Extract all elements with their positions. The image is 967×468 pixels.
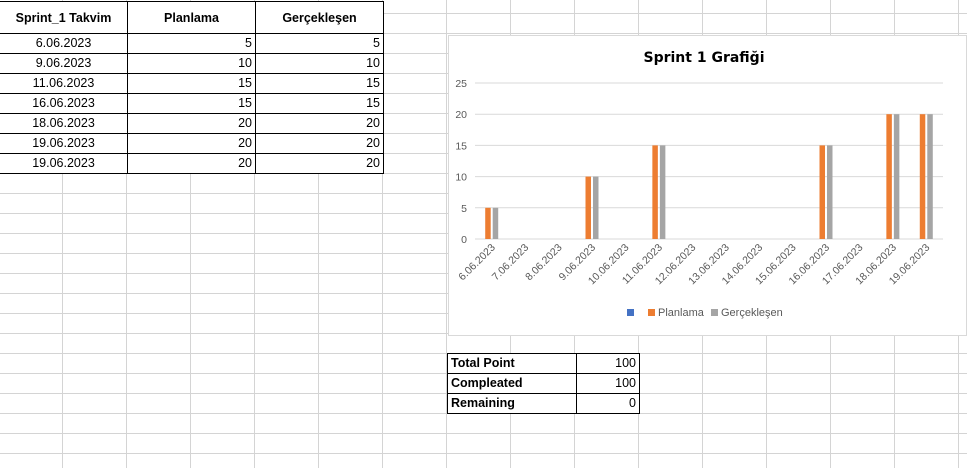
chart-title: Sprint 1 Grafiği	[644, 50, 765, 66]
bar-gerceklesen	[927, 114, 933, 239]
summary-value[interactable]: 100	[576, 353, 640, 374]
bar-planlama	[919, 114, 926, 239]
date-cell[interactable]: 9.06.2023	[0, 53, 128, 74]
date-cell[interactable]: 6.06.2023	[0, 33, 128, 54]
y-tick-label: 15	[455, 140, 467, 152]
bar-planlama	[585, 176, 591, 239]
planned-cell[interactable]: 20	[127, 113, 256, 134]
planned-cell[interactable]: 5	[127, 33, 256, 54]
summary-value[interactable]: 100	[576, 373, 640, 394]
summary-value[interactable]: 0	[576, 393, 640, 414]
sprint-chart[interactable]: Sprint 1 Grafiği 0 5 10 15 20 25 6.06.2023 7.06.…	[448, 35, 967, 336]
actual-cell[interactable]: 5	[255, 33, 384, 54]
bar-planlama	[652, 145, 658, 239]
planned-cell[interactable]: 15	[127, 93, 256, 114]
summary-label[interactable]: Compleated	[447, 373, 577, 394]
legend-swatch-planlama	[648, 309, 655, 316]
y-tick-label: 0	[461, 234, 467, 246]
legend-label-planlama: Planlama	[658, 307, 705, 319]
date-cell[interactable]: 19.06.2023	[0, 133, 128, 154]
planned-cell[interactable]: 15	[127, 73, 256, 94]
y-tick-label: 5	[461, 203, 467, 215]
date-cell[interactable]: 19.06.2023	[0, 153, 128, 174]
actual-cell[interactable]: 20	[255, 113, 384, 134]
legend-swatch-gerceklesen	[711, 309, 718, 316]
bar-gerceklesen	[827, 145, 833, 239]
bar-gerceklesen	[659, 145, 666, 239]
date-cell[interactable]: 18.06.2023	[0, 113, 128, 134]
actual-cell[interactable]: 10	[255, 53, 384, 74]
actual-cell[interactable]: 15	[255, 93, 384, 114]
actual-cell[interactable]: 20	[255, 133, 384, 154]
bar-gerceklesen	[593, 176, 599, 239]
summary-label[interactable]: Total Point	[447, 353, 577, 374]
header-cell[interactable]: Sprint_1 Takvim	[0, 1, 128, 34]
legend-swatch-empty	[627, 309, 634, 316]
date-cell[interactable]: 16.06.2023	[0, 93, 128, 114]
bar-planlama	[886, 114, 892, 239]
y-tick-label: 25	[455, 78, 467, 90]
planned-cell[interactable]: 20	[127, 133, 256, 154]
bar-gerceklesen	[492, 207, 499, 239]
bar-planlama	[819, 145, 825, 239]
bar-gerceklesen	[893, 114, 900, 239]
date-cell[interactable]: 11.06.2023	[0, 73, 128, 94]
legend-label-gerceklesen: Gerçekleşen	[721, 307, 783, 319]
y-tick-label: 10	[455, 172, 467, 184]
header-cell[interactable]: Gerçekleşen	[255, 1, 384, 34]
header-cell[interactable]: Planlama	[127, 1, 256, 34]
chart-svg: Sprint 1 Grafiği05101520256.06.20237.06.…	[455, 50, 943, 319]
actual-cell[interactable]: 15	[255, 73, 384, 94]
actual-cell[interactable]: 20	[255, 153, 384, 174]
planned-cell[interactable]: 20	[127, 153, 256, 174]
y-tick-label: 20	[455, 109, 467, 121]
summary-label[interactable]: Remaining	[447, 393, 577, 414]
planned-cell[interactable]: 10	[127, 53, 256, 74]
bar-planlama	[485, 207, 491, 239]
